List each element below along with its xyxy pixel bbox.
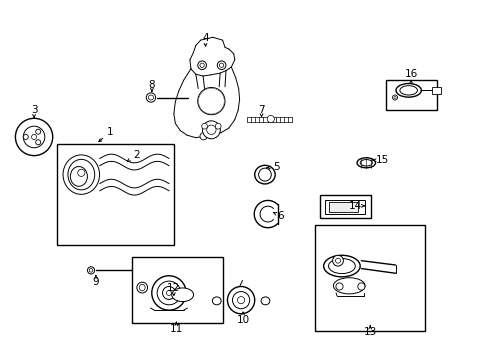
Bar xyxy=(431,87,440,94)
Circle shape xyxy=(162,287,175,300)
Circle shape xyxy=(393,96,395,99)
Text: 11: 11 xyxy=(169,324,183,334)
Ellipse shape xyxy=(360,159,371,166)
Bar xyxy=(324,200,364,214)
Circle shape xyxy=(332,255,343,266)
Text: 13: 13 xyxy=(363,327,376,337)
Bar xyxy=(328,202,357,212)
Circle shape xyxy=(266,116,274,123)
Ellipse shape xyxy=(333,278,365,294)
Circle shape xyxy=(198,61,206,69)
Ellipse shape xyxy=(171,288,193,302)
Text: 3: 3 xyxy=(31,105,37,115)
Bar xyxy=(132,257,222,323)
Bar xyxy=(314,225,424,330)
Ellipse shape xyxy=(395,84,421,97)
Circle shape xyxy=(200,133,207,140)
Text: 2: 2 xyxy=(133,150,140,160)
Ellipse shape xyxy=(328,258,355,274)
Circle shape xyxy=(392,95,397,100)
Circle shape xyxy=(202,92,220,110)
Text: 12: 12 xyxy=(167,283,180,293)
Text: 1: 1 xyxy=(107,127,114,136)
Text: 16: 16 xyxy=(404,69,417,79)
Circle shape xyxy=(148,95,153,100)
Circle shape xyxy=(16,118,53,156)
Text: 10: 10 xyxy=(236,315,249,325)
Circle shape xyxy=(151,276,186,310)
Circle shape xyxy=(202,121,220,139)
Text: 8: 8 xyxy=(148,80,155,90)
Circle shape xyxy=(157,281,181,305)
Circle shape xyxy=(36,140,41,145)
Circle shape xyxy=(357,283,364,290)
Ellipse shape xyxy=(212,297,221,305)
Circle shape xyxy=(335,283,343,290)
Ellipse shape xyxy=(68,159,95,190)
Circle shape xyxy=(166,291,171,296)
Text: 14: 14 xyxy=(348,201,362,211)
Ellipse shape xyxy=(137,282,147,293)
Circle shape xyxy=(215,123,221,129)
Circle shape xyxy=(335,258,340,263)
Ellipse shape xyxy=(323,255,360,277)
Text: 4: 4 xyxy=(202,33,208,43)
Ellipse shape xyxy=(258,168,271,181)
Circle shape xyxy=(89,269,93,272)
Ellipse shape xyxy=(70,167,87,186)
Circle shape xyxy=(237,297,244,304)
Circle shape xyxy=(200,90,222,112)
Circle shape xyxy=(198,88,224,114)
Circle shape xyxy=(219,63,224,67)
Ellipse shape xyxy=(261,297,269,305)
Circle shape xyxy=(200,63,204,67)
Text: 5: 5 xyxy=(272,162,279,172)
Text: 9: 9 xyxy=(92,277,99,287)
Circle shape xyxy=(87,267,95,274)
Ellipse shape xyxy=(139,284,145,291)
Circle shape xyxy=(23,126,45,148)
Bar xyxy=(57,144,174,244)
Ellipse shape xyxy=(399,86,417,95)
Circle shape xyxy=(201,123,207,129)
Text: 15: 15 xyxy=(375,155,388,165)
Ellipse shape xyxy=(63,155,100,194)
Ellipse shape xyxy=(254,165,275,184)
Circle shape xyxy=(227,287,254,314)
Ellipse shape xyxy=(356,158,375,168)
Circle shape xyxy=(36,129,41,134)
Text: 7: 7 xyxy=(258,105,264,115)
Circle shape xyxy=(199,89,223,113)
Circle shape xyxy=(78,169,85,176)
Circle shape xyxy=(217,61,225,69)
Circle shape xyxy=(23,134,28,139)
Circle shape xyxy=(32,134,37,139)
Bar xyxy=(319,195,370,218)
Circle shape xyxy=(206,125,216,134)
Circle shape xyxy=(197,87,224,115)
Bar xyxy=(385,80,436,110)
Circle shape xyxy=(146,93,155,102)
Circle shape xyxy=(232,292,249,309)
Circle shape xyxy=(207,98,215,105)
Text: 6: 6 xyxy=(277,211,284,221)
